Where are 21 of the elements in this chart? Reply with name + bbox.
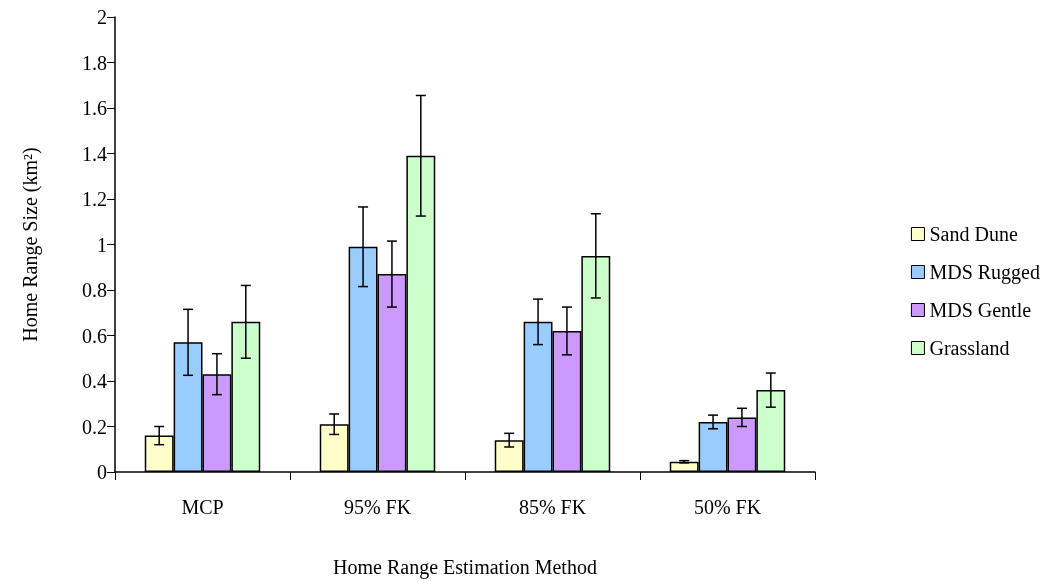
y-tick-label: 1.8 xyxy=(82,51,107,74)
x-axis-title: Home Range Estimation Method xyxy=(333,556,597,579)
y-tick-label: 1 xyxy=(97,233,107,256)
y-tick-label: 1.4 xyxy=(82,142,107,165)
y-axis-title: Home Range Size (km²) xyxy=(19,147,42,342)
legend-label: MDS Rugged xyxy=(929,261,1041,284)
y-tick-label: 0 xyxy=(97,461,107,483)
legend-label: Grassland xyxy=(929,337,1010,359)
x-tick-label: 50% FK xyxy=(693,496,762,518)
y-tick-label: 2 xyxy=(97,6,107,28)
x-tick-label: 85% FK xyxy=(518,496,587,518)
y-tick-label: 1.2 xyxy=(82,188,107,210)
y-tick-label: 1.6 xyxy=(82,97,107,119)
x-tick-label: 95% FK xyxy=(343,496,412,518)
x-tick-label: MCP xyxy=(181,496,224,518)
y-tick-label: 0.2 xyxy=(82,415,107,438)
legend-label: MDS Gentle xyxy=(929,299,1032,321)
y-tick-label: 0.4 xyxy=(82,370,107,392)
legend-label: Sand Dune xyxy=(929,223,1018,245)
y-tick-label: 0.6 xyxy=(82,324,107,347)
y-tick-label: 0.8 xyxy=(82,279,107,301)
